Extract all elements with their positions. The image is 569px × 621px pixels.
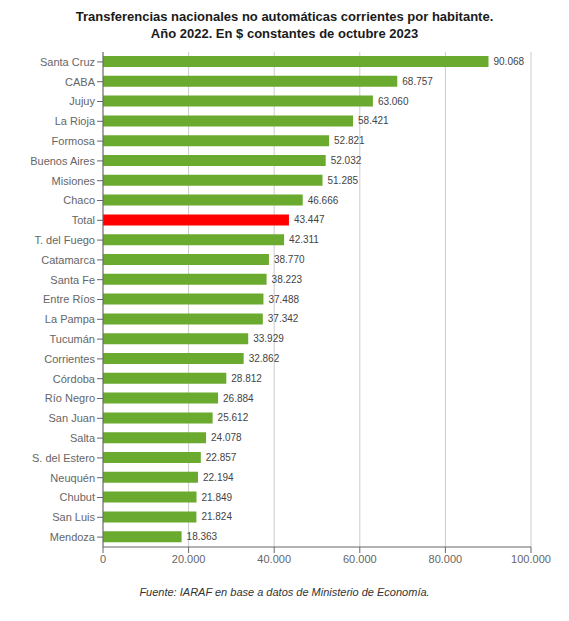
svg-text:Santa Fe: Santa Fe — [50, 274, 95, 286]
svg-text:Tucumán: Tucumán — [50, 333, 95, 345]
svg-text:28.812: 28.812 — [231, 373, 262, 384]
svg-text:25.612: 25.612 — [218, 412, 249, 423]
svg-text:Salta: Salta — [70, 432, 96, 444]
svg-text:S. del Estero: S. del Estero — [32, 452, 95, 464]
svg-text:32.862: 32.862 — [249, 353, 280, 364]
svg-text:Total: Total — [72, 214, 95, 226]
svg-text:0: 0 — [100, 553, 106, 565]
svg-text:20.000: 20.000 — [172, 553, 206, 565]
svg-text:38.770: 38.770 — [274, 254, 305, 265]
svg-text:Corrientes: Corrientes — [44, 353, 95, 365]
svg-text:Santa Cruz: Santa Cruz — [40, 56, 95, 68]
svg-text:24.078: 24.078 — [211, 432, 242, 443]
svg-text:21.824: 21.824 — [201, 511, 232, 522]
svg-text:San Luis: San Luis — [52, 511, 95, 523]
svg-text:63.060: 63.060 — [378, 96, 409, 107]
svg-text:Jujuy: Jujuy — [69, 95, 95, 107]
svg-text:90.068: 90.068 — [493, 56, 524, 67]
html-text:Fuente: IARAF en base a datos: Fuente: IARAF en base a datos de Ministe… — [139, 586, 430, 598]
svg-text:Catamarca: Catamarca — [41, 254, 96, 266]
svg-text:100.000: 100.000 — [511, 553, 551, 565]
svg-text:51.285: 51.285 — [327, 175, 358, 186]
svg-text:60.000: 60.000 — [343, 553, 377, 565]
svg-text:40.000: 40.000 — [257, 553, 291, 565]
svg-text:Buenos Aires: Buenos Aires — [30, 155, 95, 167]
html-text:Transferencias nacionales no a: Transferencias nacionales no automáticas… — [75, 9, 494, 24]
svg-text:18.363: 18.363 — [187, 531, 218, 542]
svg-text:43.447: 43.447 — [294, 214, 325, 225]
svg-text:21.849: 21.849 — [202, 492, 233, 503]
html-text:Año 2022. En $ constantes de o: Año 2022. En $ constantes de octubre 202… — [150, 26, 419, 41]
svg-text:52.032: 52.032 — [331, 155, 362, 166]
svg-text:80.000: 80.000 — [429, 553, 463, 565]
svg-text:58.421: 58.421 — [358, 115, 389, 126]
svg-text:22.194: 22.194 — [203, 472, 234, 483]
svg-text:CABA: CABA — [65, 76, 96, 88]
svg-text:Neuquén: Neuquén — [50, 472, 95, 484]
svg-text:42.311: 42.311 — [289, 234, 319, 245]
svg-text:37.488: 37.488 — [268, 294, 299, 305]
svg-text:T. del Fuego: T. del Fuego — [34, 234, 95, 246]
svg-text:Córdoba: Córdoba — [53, 373, 96, 385]
svg-text:Misiones: Misiones — [52, 175, 96, 187]
svg-text:26.884: 26.884 — [223, 393, 254, 404]
svg-text:Chaco: Chaco — [63, 194, 95, 206]
svg-text:La Rioja: La Rioja — [55, 115, 96, 127]
svg-text:Chubut: Chubut — [60, 491, 95, 503]
svg-text:33.929: 33.929 — [253, 333, 284, 344]
svg-text:San Juan: San Juan — [49, 412, 95, 424]
svg-text:38.223: 38.223 — [272, 274, 303, 285]
svg-text:52.821: 52.821 — [334, 135, 365, 146]
svg-text:Río Negro: Río Negro — [45, 392, 95, 404]
svg-text:La Pampa: La Pampa — [45, 313, 96, 325]
svg-text:46.666: 46.666 — [308, 195, 339, 206]
svg-text:Entre Ríos: Entre Ríos — [43, 293, 95, 305]
svg-text:68.757: 68.757 — [402, 76, 433, 87]
svg-text:37.342: 37.342 — [268, 313, 299, 324]
svg-text:22.857: 22.857 — [206, 452, 237, 463]
svg-text:Formosa: Formosa — [52, 135, 96, 147]
svg-text:Mendoza: Mendoza — [50, 531, 96, 543]
